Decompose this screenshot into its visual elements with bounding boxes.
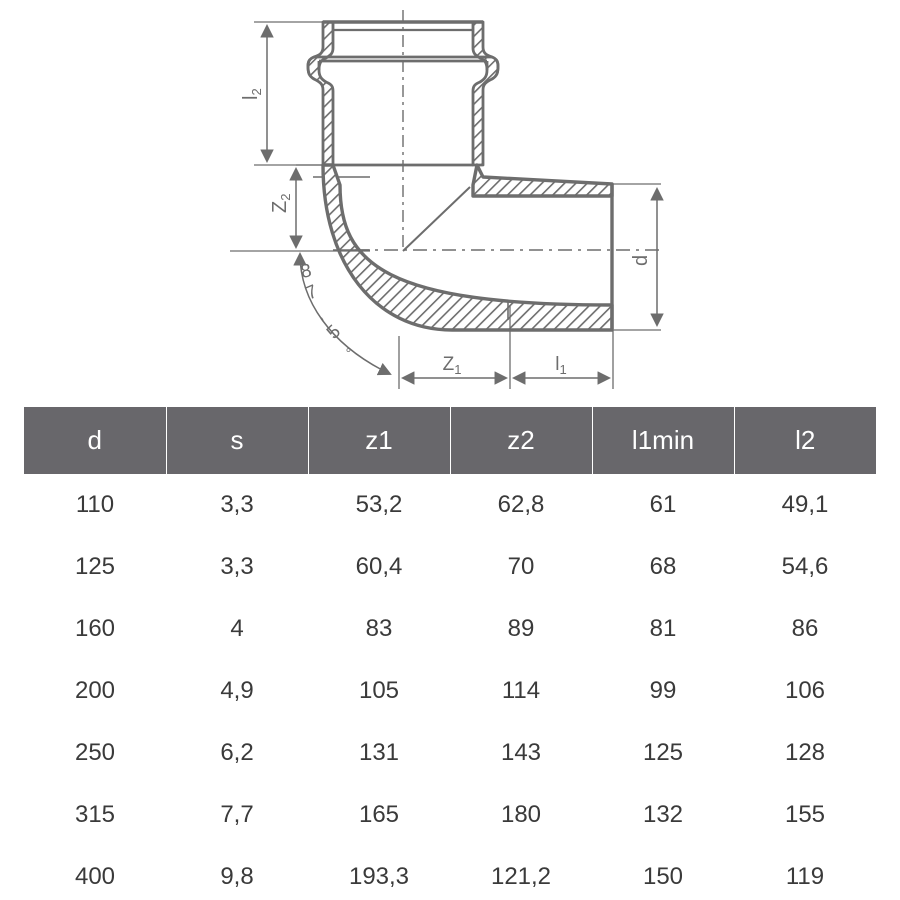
svg-text:7: 7 (303, 281, 321, 304)
svg-text:5: 5 (323, 321, 345, 343)
svg-text:°: ° (343, 345, 359, 359)
svg-text:l2: l2 (240, 88, 264, 100)
svg-text:,: , (311, 305, 327, 325)
svg-text:l1: l1 (555, 354, 566, 377)
svg-text:d: d (630, 255, 652, 266)
svg-text:Z1: Z1 (443, 354, 462, 377)
svg-text:8: 8 (299, 260, 313, 283)
svg-text:Z2: Z2 (269, 194, 293, 213)
